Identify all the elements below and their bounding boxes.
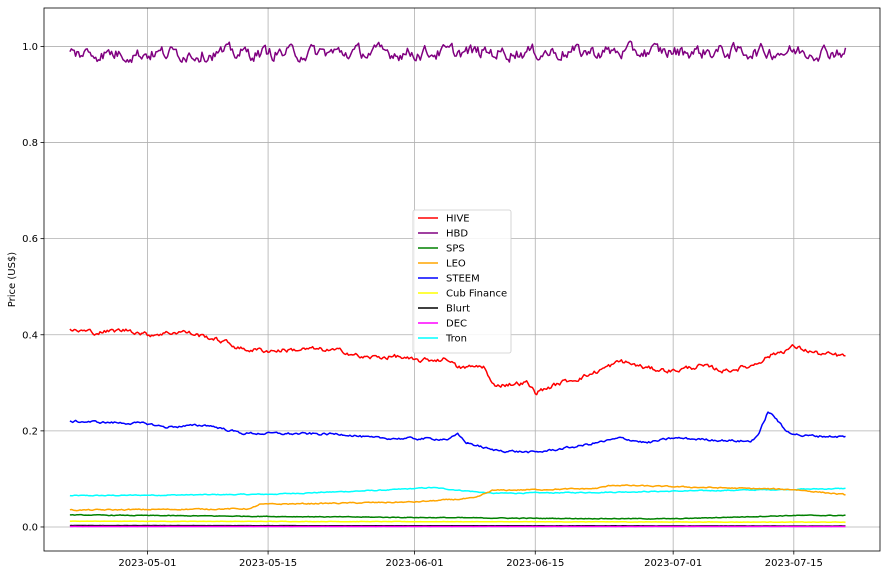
y-tick-label: 0.0	[22, 522, 38, 533]
x-tick-label: 2023-07-01	[644, 558, 702, 569]
y-tick-label: 0.4	[22, 330, 38, 341]
series-line-steem	[69, 411, 846, 454]
legend-label-sps: SPS	[446, 244, 465, 255]
legend-label-tron: Tron	[445, 334, 467, 345]
x-tick-label: 2023-06-15	[506, 558, 564, 569]
series-line-leo	[69, 484, 846, 512]
legend-label-steem: STEEM	[446, 274, 480, 285]
y-tick-label: 0.2	[22, 426, 38, 437]
y-tick-label: 0.8	[22, 138, 38, 149]
legend-label-hbd: HBD	[446, 229, 468, 240]
legend-label-dec: DEC	[446, 319, 467, 330]
x-tick-label: 2023-05-15	[239, 558, 297, 569]
series-line-hbd	[69, 40, 847, 64]
legend-label-blurt: Blurt	[446, 304, 470, 315]
y-tick-label: 0.6	[22, 234, 38, 245]
series-line-cub-finance	[69, 520, 846, 524]
x-tick-label: 2023-07-15	[765, 558, 823, 569]
legend-label-hive: HIVE	[446, 214, 470, 225]
series-line-sps	[69, 513, 846, 520]
axis-ticks: 2023-05-01 2023-05-15 2023-06-01 2023-06-15…	[22, 42, 823, 569]
series-line-tron	[69, 486, 846, 497]
x-tick-label: 2023-05-01	[118, 558, 176, 569]
series-lines	[69, 40, 847, 528]
y-tick-label: 1.0	[22, 42, 38, 53]
y-axis-label: Price (US$)	[7, 252, 18, 308]
legend-box	[412, 209, 512, 354]
x-tick-label: 2023-06-01	[386, 558, 444, 569]
legend-label-leo: LEO	[446, 259, 466, 270]
legend: HIVE HBD SPS LEO STEEM Cub Finance Blurt DEC Tro…	[412, 209, 512, 354]
axes-frame	[43, 7, 881, 552]
legend-label-cub-finance: Cub Finance	[446, 289, 507, 300]
series-line-hive	[69, 328, 846, 396]
